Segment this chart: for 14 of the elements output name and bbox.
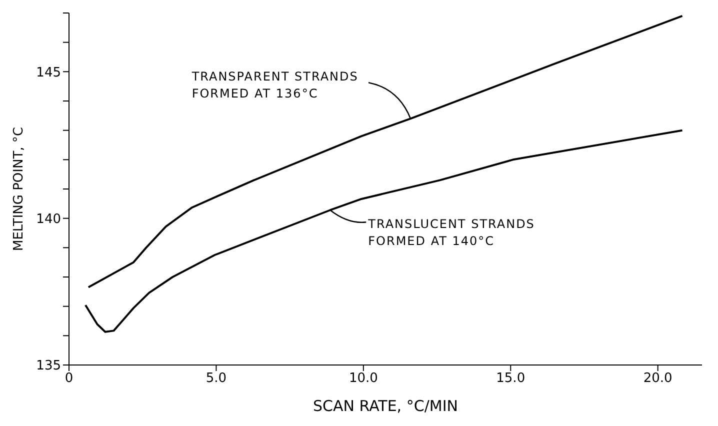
x-tick-label: 10.0 xyxy=(348,371,378,386)
x-axis-title: SCAN RATE, °C/MIN xyxy=(313,397,458,415)
y-tick-label: 135 xyxy=(36,358,61,374)
line-series xyxy=(87,14,684,288)
y-tick-label: 140 xyxy=(36,212,61,227)
y-tick-label: 145 xyxy=(36,65,61,80)
x-tick-label: 0 xyxy=(64,371,74,386)
x-tick-label: 20.0 xyxy=(643,371,672,386)
y-axis-title: MELTING POINT, °C xyxy=(12,126,27,252)
x-tick-label: 5.0 xyxy=(206,371,227,386)
line-series xyxy=(84,129,684,333)
annotation: TRANSLUCENT STRANDS FORMED AT 140°C xyxy=(367,217,535,248)
annotation: TRANSPARENT STRANDS FORMED AT 136°C xyxy=(190,70,358,101)
x-tick-label: 15.0 xyxy=(496,371,526,386)
